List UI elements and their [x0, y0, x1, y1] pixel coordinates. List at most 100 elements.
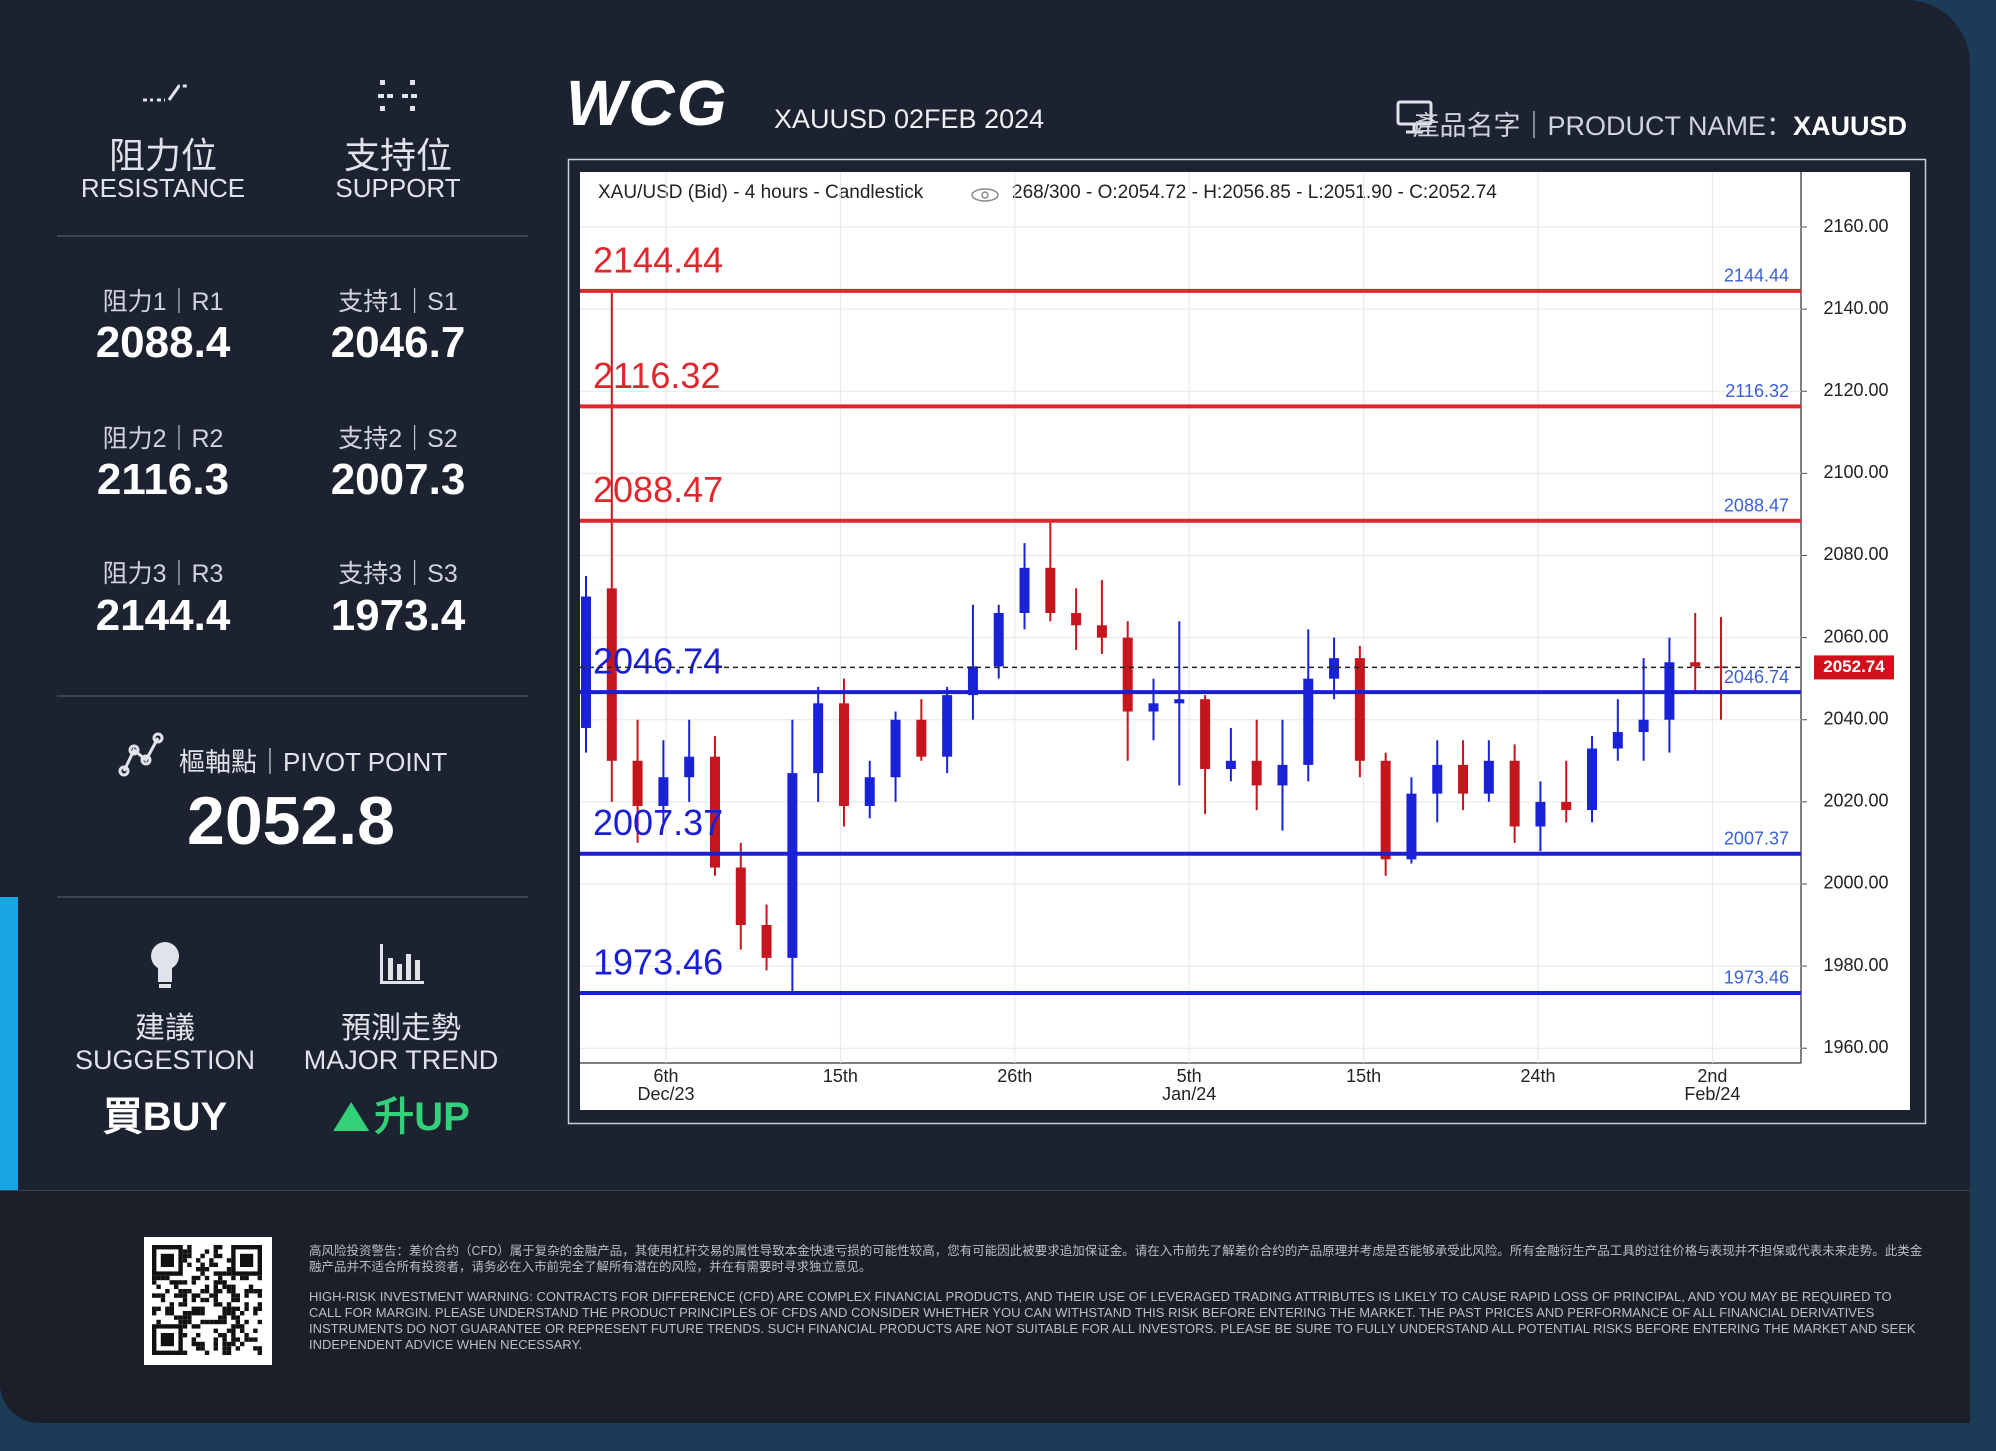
qr-cell: [174, 1284, 179, 1289]
qr-cell: [200, 1319, 205, 1325]
qr-cell: [182, 1333, 188, 1338]
qr-cell: [218, 1315, 223, 1320]
level-label: 支持3｜S3: [338, 560, 458, 588]
level-axis-label: 2007.37: [1724, 828, 1789, 848]
qr-finder: [160, 1333, 174, 1347]
qr-cell: [231, 1328, 236, 1333]
candle-body: [1612, 732, 1623, 749]
qr-cell: [182, 1289, 188, 1294]
qr-cell: [244, 1293, 249, 1298]
candle-body: [1071, 612, 1082, 626]
level-label: 2007.37: [593, 802, 723, 843]
plot: 1960.00 1980.00 2000.00 2020.00 2040.00 2060.…: [580, 172, 1894, 1104]
support-icon: [378, 80, 417, 111]
candle-body: [606, 588, 617, 761]
qr-cell: [235, 1319, 240, 1325]
level-value: 2088.4: [95, 318, 231, 367]
qr-cell: [240, 1328, 245, 1333]
qr-cell: [182, 1324, 188, 1329]
qr-cell: [187, 1311, 192, 1316]
qr-cell: [213, 1346, 218, 1351]
qr-cell: [200, 1341, 205, 1347]
qr-cell: [253, 1337, 258, 1342]
candle-body: [942, 695, 953, 757]
product-value: XAUUSD: [1792, 111, 1907, 141]
qr-cell: [204, 1267, 210, 1272]
qr-cell: [156, 1319, 161, 1325]
support-subtitle: SUPPORT: [335, 173, 461, 203]
qr-cell: [222, 1346, 227, 1351]
qr-cell: [218, 1333, 223, 1338]
qr-cell: [218, 1280, 223, 1285]
qr-cell: [222, 1337, 227, 1342]
qr-cell: [253, 1311, 258, 1316]
qr-cell: [213, 1341, 218, 1347]
qr-cell: [209, 1258, 214, 1263]
qr-cell: [182, 1293, 188, 1298]
qr-cell: [213, 1280, 218, 1285]
qr-cell: [244, 1302, 249, 1307]
qr-cell: [231, 1337, 236, 1342]
candle-body: [1483, 760, 1494, 794]
qr-cell: [257, 1350, 262, 1355]
qr-cell: [178, 1315, 183, 1320]
qr-cell: [152, 1306, 157, 1311]
qr-cell: [257, 1306, 262, 1311]
level-value: 1973.4: [330, 591, 466, 640]
candle-body: [787, 773, 798, 958]
qr-cell: [253, 1346, 258, 1351]
logo: WCG: [566, 67, 729, 139]
qr-cell: [204, 1319, 210, 1325]
qr-cell: [174, 1293, 179, 1298]
qr-cell: [182, 1311, 188, 1316]
qr-cell: [196, 1267, 201, 1272]
qr-cell: [191, 1337, 196, 1342]
qr-cell: [257, 1346, 262, 1351]
qr-cell: [248, 1289, 254, 1294]
qr-cell: [244, 1319, 249, 1325]
qr-cell: [165, 1275, 170, 1281]
eye-icon: [971, 188, 999, 202]
qr-cell: [253, 1289, 258, 1294]
level-label: 阻力3｜R3: [102, 560, 224, 588]
qr-cell: [165, 1289, 170, 1294]
qr-cell: [213, 1253, 218, 1259]
x-tick-label: 26th: [997, 1066, 1032, 1086]
level-label: 2144.44: [593, 239, 723, 280]
qr-cell: [152, 1275, 157, 1281]
qr-cell: [231, 1275, 236, 1281]
qr-cell: [191, 1297, 196, 1303]
y-tick-label: 2080.00: [1823, 544, 1888, 564]
qr-cell: [213, 1284, 218, 1289]
level-value: 2116.3: [96, 455, 230, 504]
level-axis-label: 2088.47: [1724, 495, 1789, 515]
qr-cell: [222, 1311, 227, 1316]
x-tick-label: 6th: [653, 1066, 678, 1086]
trend-value-box: 升UP: [332, 1084, 470, 1142]
qr-cell: [200, 1306, 205, 1311]
qr-cell: [169, 1306, 174, 1311]
monitor-icon: [1396, 100, 1433, 134]
candle-body: [1458, 764, 1469, 794]
qr-cell: [226, 1350, 232, 1355]
level-axis-label: 1973.46: [1724, 968, 1789, 988]
qr-cell: [209, 1293, 214, 1298]
y-tick-label: 2020.00: [1823, 791, 1888, 811]
candle-body: [1535, 801, 1546, 827]
qr-cell: [213, 1289, 218, 1294]
level-value: 2046.7: [330, 318, 466, 367]
qr-cell: [231, 1284, 236, 1289]
candle-body: [1690, 662, 1701, 667]
qr-cell: [160, 1293, 166, 1298]
disclaimer: 高风险投资警告：差价合约（CFD）属于复杂的金融产品，其使用杠杆交易的属性导致本…: [309, 1243, 1923, 1353]
candle-body: [1148, 703, 1159, 712]
qr-cell: [240, 1311, 245, 1316]
candle-body: [1251, 760, 1262, 786]
qr-cell: [191, 1324, 196, 1329]
x-tick-label: 24th: [1520, 1066, 1555, 1086]
qr-cell: [156, 1293, 161, 1298]
product-label: 產品名字｜PRODUCT NAME：: [1412, 111, 1793, 141]
qr-cell: [178, 1319, 183, 1325]
qr-cell: [213, 1293, 218, 1298]
qr-cell: [196, 1306, 201, 1311]
